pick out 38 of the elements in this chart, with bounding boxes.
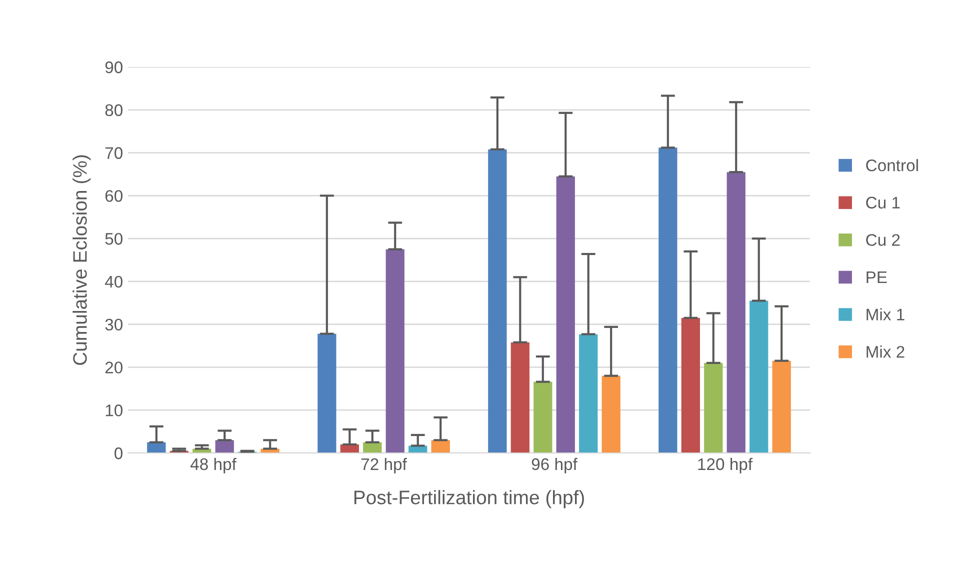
- bar: [431, 440, 450, 453]
- bar: [488, 149, 507, 453]
- bar: [215, 440, 234, 453]
- bar: [772, 360, 791, 453]
- bar: [579, 334, 598, 453]
- bar: [704, 362, 723, 453]
- legend-label: Mix 2: [866, 346, 904, 358]
- legend-label: PE: [866, 272, 887, 283]
- x-tick-label: 120 hpf: [698, 458, 753, 474]
- bar: [681, 318, 700, 453]
- y-tick-label: 50: [105, 232, 122, 245]
- x-tick-label: 96 hpf: [532, 458, 578, 474]
- y-tick-label: 0: [114, 447, 122, 460]
- y-tick-label: 90: [105, 61, 122, 74]
- bar: [726, 172, 746, 453]
- bar: [534, 382, 552, 453]
- y-tick-label: 40: [104, 276, 122, 288]
- bar: [386, 249, 404, 453]
- x-tick-label: 48 hpf: [190, 458, 236, 474]
- x-tick-label: 72 hpf: [361, 458, 407, 474]
- bar: [658, 148, 678, 453]
- y-tick-label: 70: [105, 147, 122, 159]
- bar: [750, 300, 768, 453]
- bar: [556, 176, 575, 453]
- y-tick-label: 10: [106, 404, 122, 416]
- bar: [602, 376, 620, 453]
- legend-label: Cu 2: [866, 234, 900, 246]
- legend-label: Mix 1: [866, 308, 904, 320]
- y-tick-label: 30: [105, 318, 122, 331]
- bar: [510, 342, 530, 453]
- x-axis-title: Post-Fertilization time (hpf): [354, 490, 584, 508]
- bar: [318, 334, 336, 453]
- y-tick-label: 20: [105, 362, 122, 374]
- y-tick-label: 60: [105, 190, 122, 202]
- y-tick-label: 80: [105, 104, 122, 116]
- legend-label: Control: [866, 159, 918, 172]
- legend-label: Cu 1: [866, 196, 900, 209]
- y-axis-title: Cumulative Eclosion (%): [72, 155, 91, 365]
